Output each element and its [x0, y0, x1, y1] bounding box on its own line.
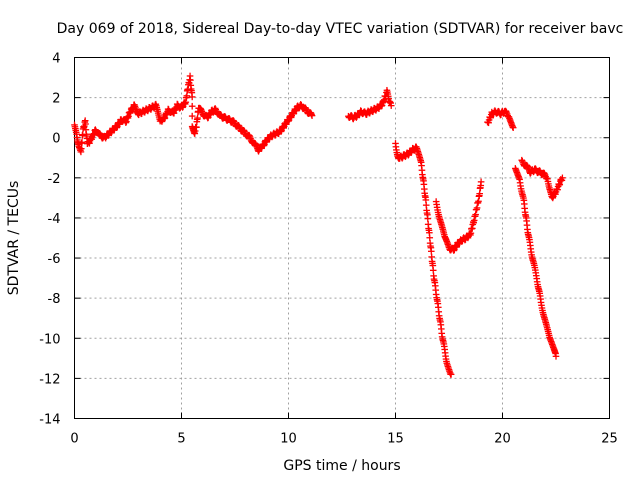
y-tick-label: -10 — [39, 332, 60, 347]
y-tick-label: -2 — [48, 172, 61, 187]
data-point — [194, 114, 201, 122]
data-point — [188, 93, 196, 101]
data-point — [82, 120, 89, 128]
y-tick-label: -6 — [48, 252, 61, 267]
x-tick-label: 15 — [387, 432, 404, 447]
y-tick-label: 0 — [52, 132, 60, 147]
data-points — [71, 72, 566, 378]
x-tick-labels: 0 5 10 15 20 25 — [70, 432, 617, 447]
data-point — [429, 267, 437, 274]
x-tick-label: 5 — [177, 432, 185, 447]
y-tick-label: -4 — [48, 212, 61, 227]
chart-title: Day 069 of 2018, Sidereal Day-to-day VTE… — [57, 21, 624, 37]
x-axis-title: GPS time / hours — [283, 458, 400, 474]
y-tick-labels: 4 2 0 -2 -4 -6 -8 -10 -12 -14 — [39, 52, 60, 428]
data-point — [424, 215, 432, 222]
data-point — [308, 112, 316, 119]
x-tick-label: 10 — [280, 432, 297, 447]
data-point — [188, 102, 196, 110]
y-axis-title: SDTVAR / TECUs — [6, 181, 22, 296]
data-point — [552, 353, 560, 360]
data-point — [447, 371, 455, 378]
data-point — [387, 102, 395, 109]
data-point — [427, 248, 435, 255]
y-tick-label: -14 — [39, 413, 60, 428]
data-point — [193, 123, 200, 131]
data-point — [509, 124, 517, 131]
data-point — [477, 178, 485, 186]
data-point — [78, 138, 86, 146]
y-tick-label: 2 — [52, 92, 60, 107]
y-tick-label: -8 — [48, 292, 61, 307]
y-tick-label: 4 — [52, 52, 60, 67]
x-tick-label: 0 — [70, 432, 78, 447]
data-point — [559, 174, 566, 182]
data-point — [188, 112, 196, 120]
plot-frame — [74, 57, 610, 419]
x-tick-label: 20 — [494, 432, 511, 447]
x-tick-label: 25 — [601, 432, 618, 447]
y-tick-label: -12 — [39, 372, 60, 387]
